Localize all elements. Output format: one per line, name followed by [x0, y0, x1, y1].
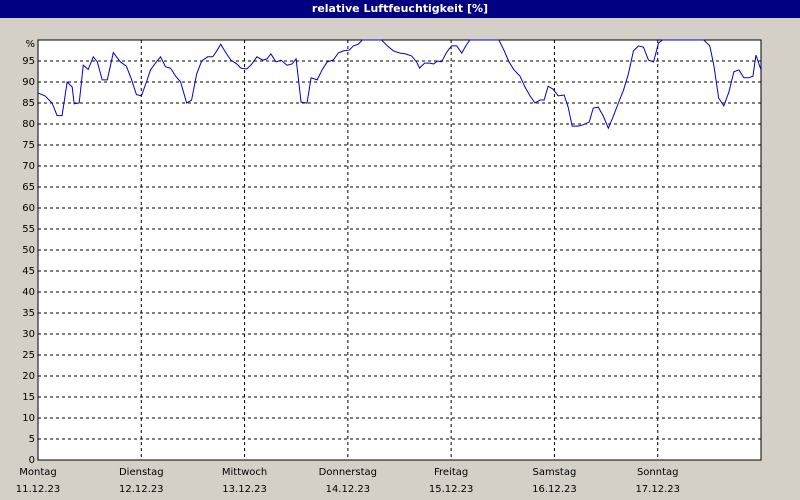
- x-tick-date: 14.12.23: [326, 484, 371, 495]
- y-tick-label: 40: [22, 287, 35, 298]
- x-tick-date: 16.12.23: [532, 484, 577, 495]
- x-tick-date: 17.12.23: [635, 484, 680, 495]
- y-tick-label: 80: [22, 119, 35, 130]
- y-tick-label: 95: [22, 56, 35, 67]
- title-bar: [0, 0, 800, 18]
- y-tick-label: 0: [29, 455, 35, 466]
- data-line: [37, 39, 762, 130]
- y-tick-label: %: [25, 39, 35, 50]
- y-tick-label: 85: [22, 98, 35, 109]
- chart-title: relative Luftfeuchtigkeit [%]: [312, 2, 488, 15]
- y-tick-label: 25: [22, 350, 35, 361]
- y-tick-label: 35: [22, 308, 35, 319]
- x-tick-date: 15.12.23: [429, 484, 474, 495]
- x-tick-date: 12.12.23: [119, 484, 164, 495]
- x-tick-label: Montag: [19, 467, 56, 478]
- y-tick-label: 60: [22, 203, 35, 214]
- y-tick-label: 75: [22, 140, 35, 151]
- y-tick-label: 5: [29, 434, 35, 445]
- x-tick-label: Dienstag: [119, 467, 164, 478]
- y-tick-label: 65: [22, 182, 35, 193]
- x-tick-label: Samstag: [533, 467, 577, 478]
- x-tick-label: Mittwoch: [222, 467, 267, 478]
- y-tick-label: 55: [22, 224, 35, 235]
- x-tick-label: Sonntag: [637, 467, 679, 478]
- y-tick-label: 10: [22, 413, 35, 424]
- y-tick-label: 70: [22, 161, 35, 172]
- y-tick-label: 45: [22, 266, 35, 277]
- x-tick-date: 13.12.23: [222, 484, 267, 495]
- x-tick-label: Freitag: [434, 467, 468, 478]
- x-tick-date: 11.12.23: [16, 484, 61, 495]
- x-tick-label: Donnerstag: [319, 467, 377, 478]
- y-tick-label: 30: [22, 329, 35, 340]
- y-tick-label: 90: [22, 77, 35, 88]
- y-tick-label: 50: [22, 245, 35, 256]
- y-tick-label: 20: [22, 371, 35, 382]
- y-tick-label: 15: [22, 392, 35, 403]
